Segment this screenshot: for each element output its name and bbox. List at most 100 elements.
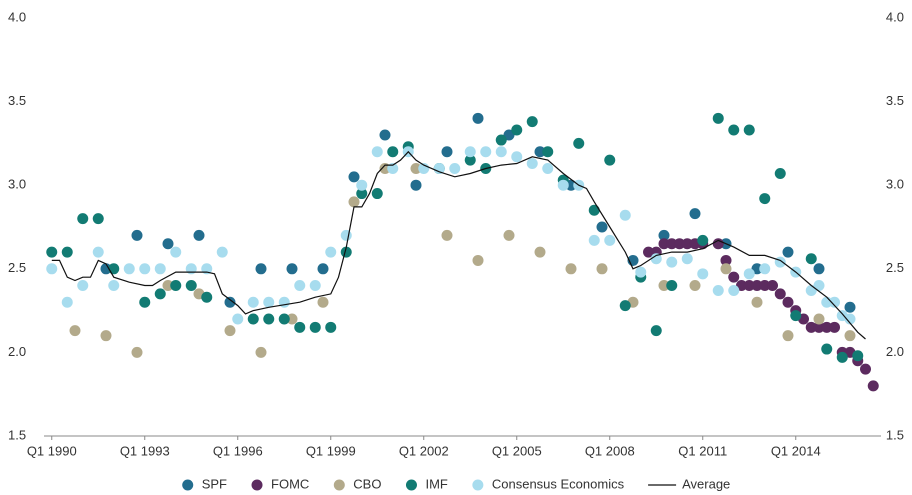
dot [658,229,670,241]
dot [46,246,58,258]
dot [813,313,825,325]
dot [317,296,329,308]
dot [441,229,453,241]
dot [286,263,298,275]
dot [278,313,290,325]
dot [201,291,213,303]
dot [596,221,608,233]
dot [643,246,654,258]
dot [69,325,81,337]
dot [774,167,786,179]
dot [681,238,693,250]
dot [92,246,104,258]
legend-label: Average [682,476,730,491]
dot [348,196,360,208]
dot [743,124,755,136]
dot [681,253,693,265]
y2-tick-label: 3.0 [886,177,904,192]
dot [813,321,825,333]
dot [666,256,678,268]
dot [619,209,631,221]
dot [728,124,740,136]
dot [658,238,670,250]
dot [728,285,740,297]
dot [185,280,197,292]
x-tick-label: Q1 2014 [771,443,821,458]
dot [480,146,492,158]
legend-label: Consensus Economics [492,476,625,491]
dot [759,193,771,205]
dot [511,124,523,136]
dot [720,254,732,266]
dot [379,162,391,174]
dot [805,253,817,265]
dot [441,146,453,158]
dot [278,296,290,308]
dot [356,188,368,200]
dot [464,154,476,166]
dot [712,112,724,124]
dot [340,246,352,258]
dot [162,238,174,250]
dot [751,280,763,292]
dot [674,238,685,250]
dot [46,263,58,275]
dot [449,162,461,174]
y-tick-label: 2.0 [8,344,26,359]
dot [573,137,585,149]
legend-label: FOMC [271,476,309,491]
dot [77,213,89,225]
x-tick-label: Q1 1996 [213,443,263,458]
dot [294,280,306,292]
dot [821,343,833,355]
dot [503,229,515,241]
dot [154,263,166,275]
dot [77,280,89,292]
dot [255,263,267,275]
dot [92,213,104,225]
dot [844,313,856,325]
dot [619,300,631,312]
dot [224,325,236,337]
y-tick-label: 4.0 [8,9,26,24]
legend-symbol [251,479,263,491]
dot [371,146,383,158]
dot [697,234,709,246]
dot [170,280,182,292]
dot [387,162,399,174]
dot [542,146,554,158]
dot [774,288,786,300]
legend-symbol [405,479,417,491]
x-tick-label: Q1 2011 [678,443,727,458]
y2-tick-label: 1.5 [886,427,904,442]
y-tick-label: 1.5 [8,427,26,442]
dot [131,229,143,241]
dot [767,280,778,292]
dot [139,296,151,308]
dot [263,313,275,325]
dot [309,321,321,333]
dot [356,179,368,191]
dot [720,263,732,275]
x-tick-label: Q1 1993 [120,443,170,458]
legend-symbol [333,479,345,491]
dot [224,296,236,308]
dot [534,246,546,258]
dot [650,253,662,265]
y2-tick-label: 4.0 [886,9,904,24]
dot [317,263,329,275]
dot [294,321,306,333]
dot [782,246,794,258]
dot [604,154,616,166]
dot [387,146,399,158]
average-line [51,150,866,340]
dot [829,296,840,308]
dot [162,280,174,292]
dot [108,263,120,275]
dot [108,280,120,292]
y2-tick-label: 2.0 [886,344,904,359]
dot [100,263,112,275]
dot [348,171,360,183]
dot [325,246,337,258]
dot [635,266,647,278]
